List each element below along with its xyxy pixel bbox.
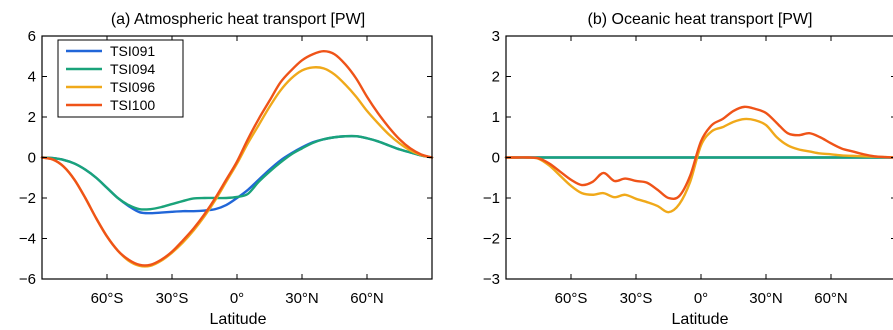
panel-b-y-tick-label: −3 [483, 271, 500, 288]
panel-a-x-tick-label: 0° [230, 290, 244, 307]
panel-a-series-tsi100 [40, 49, 434, 267]
panel-b-y-tick-label: −1 [483, 190, 500, 207]
panel-a-x-axis-label: Latitude [210, 311, 267, 328]
panel-b-series-tsi100 [504, 105, 893, 200]
panel-a-y-tick-label: −2 [19, 190, 36, 207]
panel-b-x-tick-label: 0° [694, 290, 708, 307]
panel-b-y-tick-label: 1 [492, 109, 500, 126]
panel-b-x-axis-label: Latitude [672, 311, 729, 328]
legend-label-tsi094: TSI094 [110, 61, 155, 77]
panel-a-x-tick-label: 30°N [285, 290, 319, 307]
panel-b-y-tick-label: 0 [492, 150, 500, 167]
panel-a-series-lines [40, 49, 434, 268]
panel-a-x-tick-label: 60°N [350, 290, 384, 307]
panel-oceanic: (b) Oceanic heat transport [PW] 60°S 30°S… [483, 11, 893, 328]
panel-a-y-tick-label: −4 [19, 231, 36, 248]
panel-b-ticks: 60°S 30°S 0° 30°N 60°N −3 −2 −1 0 1 2 3 [483, 28, 893, 307]
panel-atmospheric: (a) Atmospheric heat transport [PW] 60°S… [19, 11, 434, 328]
panel-a-y-tick-label: 4 [28, 69, 36, 86]
panel-b-x-tick-label: 30°S [620, 290, 653, 307]
panel-a-series-tsi091 [40, 134, 434, 215]
panel-a-x-tick-label: 60°S [91, 290, 124, 307]
panel-a-title: (a) Atmospheric heat transport [PW] [111, 11, 365, 28]
panel-b-series-tsi096 [504, 117, 893, 214]
panel-b-y-tick-label: 3 [492, 28, 500, 45]
panel-b-x-tick-label: 60°N [814, 290, 848, 307]
panel-a-ticks: 60°S 30°S 0° 30°N 60°N −6 −4 −2 0 2 4 6 [19, 28, 432, 307]
panel-b-x-tick-label: 60°S [555, 290, 588, 307]
panel-a-y-tick-label: −6 [19, 271, 36, 288]
panel-b-x-tick-label: 30°N [749, 290, 783, 307]
legend-label-tsi100: TSI100 [110, 97, 155, 113]
panel-b-y-tick-label: 2 [492, 69, 500, 86]
panel-b-title: (b) Oceanic heat transport [PW] [588, 11, 813, 28]
panel-a-x-tick-label: 30°S [156, 290, 189, 307]
panel-b-series-lines [504, 105, 893, 214]
panel-b-y-tick-label: −2 [483, 231, 500, 248]
panel-a-y-tick-label: 2 [28, 109, 36, 126]
legend-label-tsi091: TSI091 [110, 43, 155, 59]
legend: TSI091 TSI094 TSI096 TSI100 [57, 39, 184, 118]
panel-a-series-tsi094 [40, 134, 434, 211]
panel-a-y-tick-label: 0 [28, 150, 36, 167]
panel-a-y-tick-label: 6 [28, 28, 36, 45]
legend-label-tsi096: TSI096 [110, 79, 155, 95]
